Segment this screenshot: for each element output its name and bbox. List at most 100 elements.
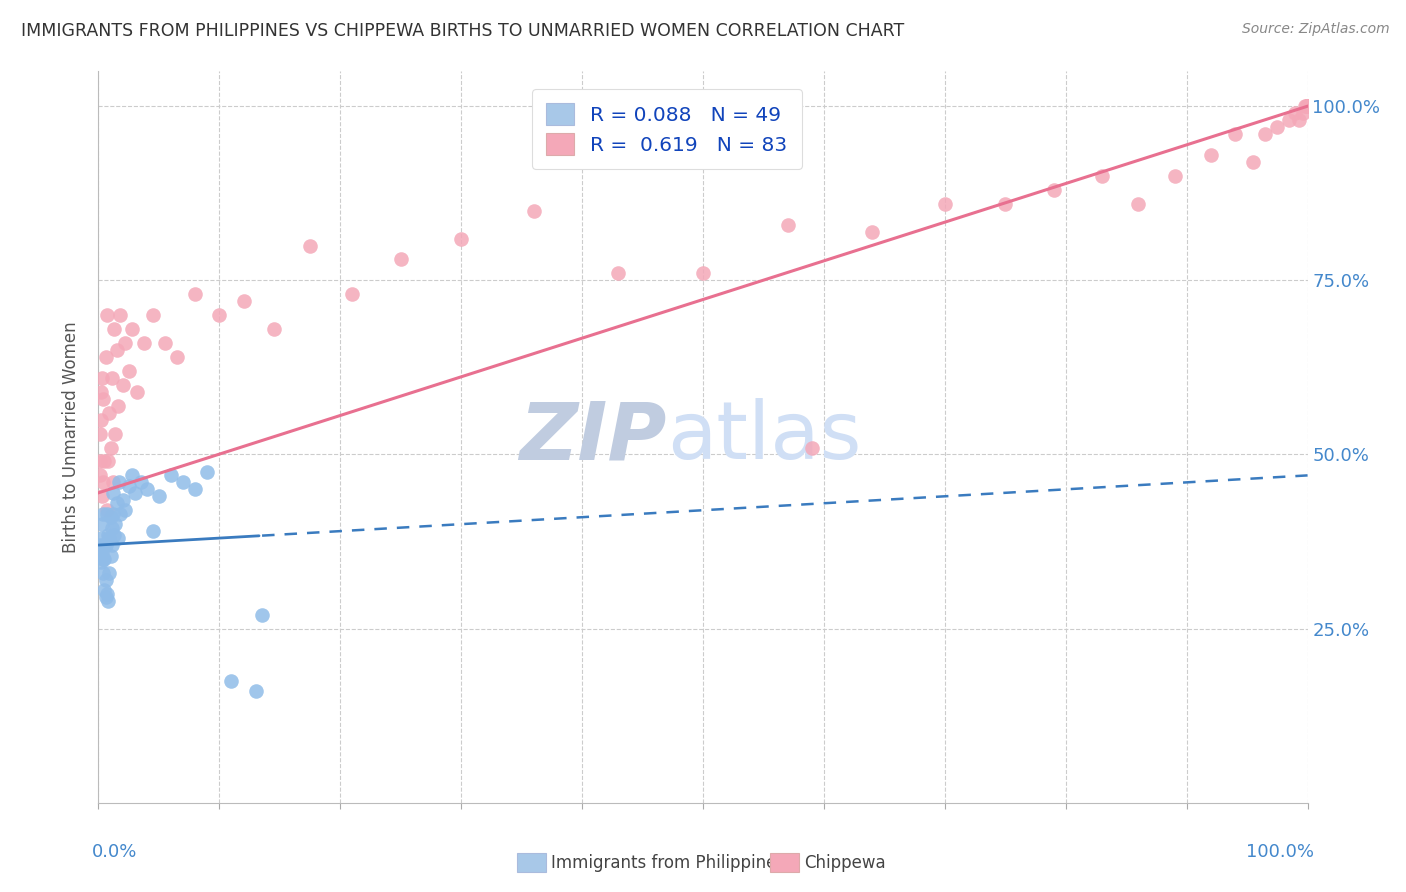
Point (1288, 113, 1310, 128)
Text: Chippewa: Chippewa (804, 854, 886, 871)
Point (96, 503, 118, 517)
Text: 100.0%: 100.0% (1246, 843, 1313, 861)
Point (91, 545, 114, 559)
Point (1223, 127, 1246, 141)
Point (148, 489, 170, 503)
Text: 0.0%: 0.0% (93, 843, 138, 861)
Point (107, 399, 129, 413)
Point (1091, 169, 1114, 183)
Point (1296, 99, 1319, 113)
Point (94, 573, 117, 587)
Y-axis label: Births to Unmarried Women: Births to Unmarried Women (62, 321, 80, 553)
Point (172, 475, 194, 490)
Point (93, 552, 115, 566)
Point (90, 531, 112, 545)
Point (96, 308, 118, 322)
Point (1296, 99, 1319, 113)
Point (1292, 106, 1315, 120)
Point (1296, 99, 1319, 113)
Point (100, 521, 122, 535)
Point (129, 475, 152, 490)
Point (1296, 99, 1319, 113)
Point (101, 485, 124, 500)
Point (91, 392, 114, 406)
Point (1296, 99, 1319, 113)
Point (124, 485, 146, 500)
Point (93, 583, 115, 598)
Point (1296, 99, 1319, 113)
Point (91, 475, 114, 490)
Point (94, 350, 117, 364)
Point (89, 426, 111, 441)
Point (134, 336, 156, 351)
Point (1241, 155, 1264, 169)
Point (299, 238, 322, 252)
Point (800, 441, 823, 455)
Point (1254, 127, 1277, 141)
Point (1294, 99, 1316, 113)
Text: Immigrants from Philippines: Immigrants from Philippines (551, 854, 786, 871)
Point (135, 483, 157, 497)
Point (98, 531, 121, 545)
Point (208, 308, 231, 322)
Point (118, 479, 141, 493)
Point (91, 507, 114, 521)
Point (263, 322, 285, 336)
Point (184, 287, 207, 301)
Point (1199, 148, 1222, 162)
Point (105, 343, 128, 357)
Point (1296, 99, 1319, 113)
Point (101, 507, 124, 521)
Point (184, 483, 207, 497)
Point (89, 454, 111, 468)
Point (1296, 99, 1319, 113)
Legend: R = 0.088   N = 49, R =  0.619   N = 83: R = 0.088 N = 49, R = 0.619 N = 83 (531, 88, 801, 169)
Point (98, 406, 121, 420)
Point (121, 322, 143, 336)
Point (1296, 99, 1319, 113)
Point (104, 517, 127, 532)
Point (1296, 99, 1319, 113)
Point (96, 507, 118, 521)
Point (91, 566, 114, 580)
Point (103, 322, 125, 336)
Point (91, 489, 114, 503)
Point (98, 566, 121, 580)
Point (100, 371, 122, 385)
Point (100, 441, 122, 455)
Point (100, 538, 122, 552)
Point (108, 475, 131, 490)
Point (108, 507, 131, 521)
Point (166, 350, 188, 364)
Point (89, 538, 111, 552)
Text: Source: ZipAtlas.com: Source: ZipAtlas.com (1241, 22, 1389, 37)
Point (93, 538, 115, 552)
Point (1267, 120, 1289, 134)
Point (1296, 99, 1319, 113)
Point (934, 196, 956, 211)
Point (389, 252, 412, 267)
Point (100, 549, 122, 563)
Point (111, 377, 134, 392)
Point (94, 591, 117, 605)
Point (1296, 99, 1319, 113)
Point (1296, 99, 1319, 113)
Point (103, 527, 125, 541)
Point (97, 594, 120, 608)
Point (523, 203, 546, 218)
Point (105, 496, 128, 510)
Point (1296, 99, 1319, 113)
Point (232, 294, 254, 309)
Point (111, 492, 134, 507)
Point (114, 336, 136, 351)
Point (91, 371, 114, 385)
Point (1042, 183, 1064, 197)
Point (101, 475, 124, 490)
Point (90, 412, 112, 426)
Point (1296, 99, 1319, 113)
Point (90, 556, 112, 570)
Point (89, 468, 111, 483)
Text: IMMIGRANTS FROM PHILIPPINES VS CHIPPEWA BIRTHS TO UNMARRIED WOMEN CORRELATION CH: IMMIGRANTS FROM PHILIPPINES VS CHIPPEWA … (21, 22, 904, 40)
Point (1278, 113, 1301, 128)
Point (114, 503, 136, 517)
